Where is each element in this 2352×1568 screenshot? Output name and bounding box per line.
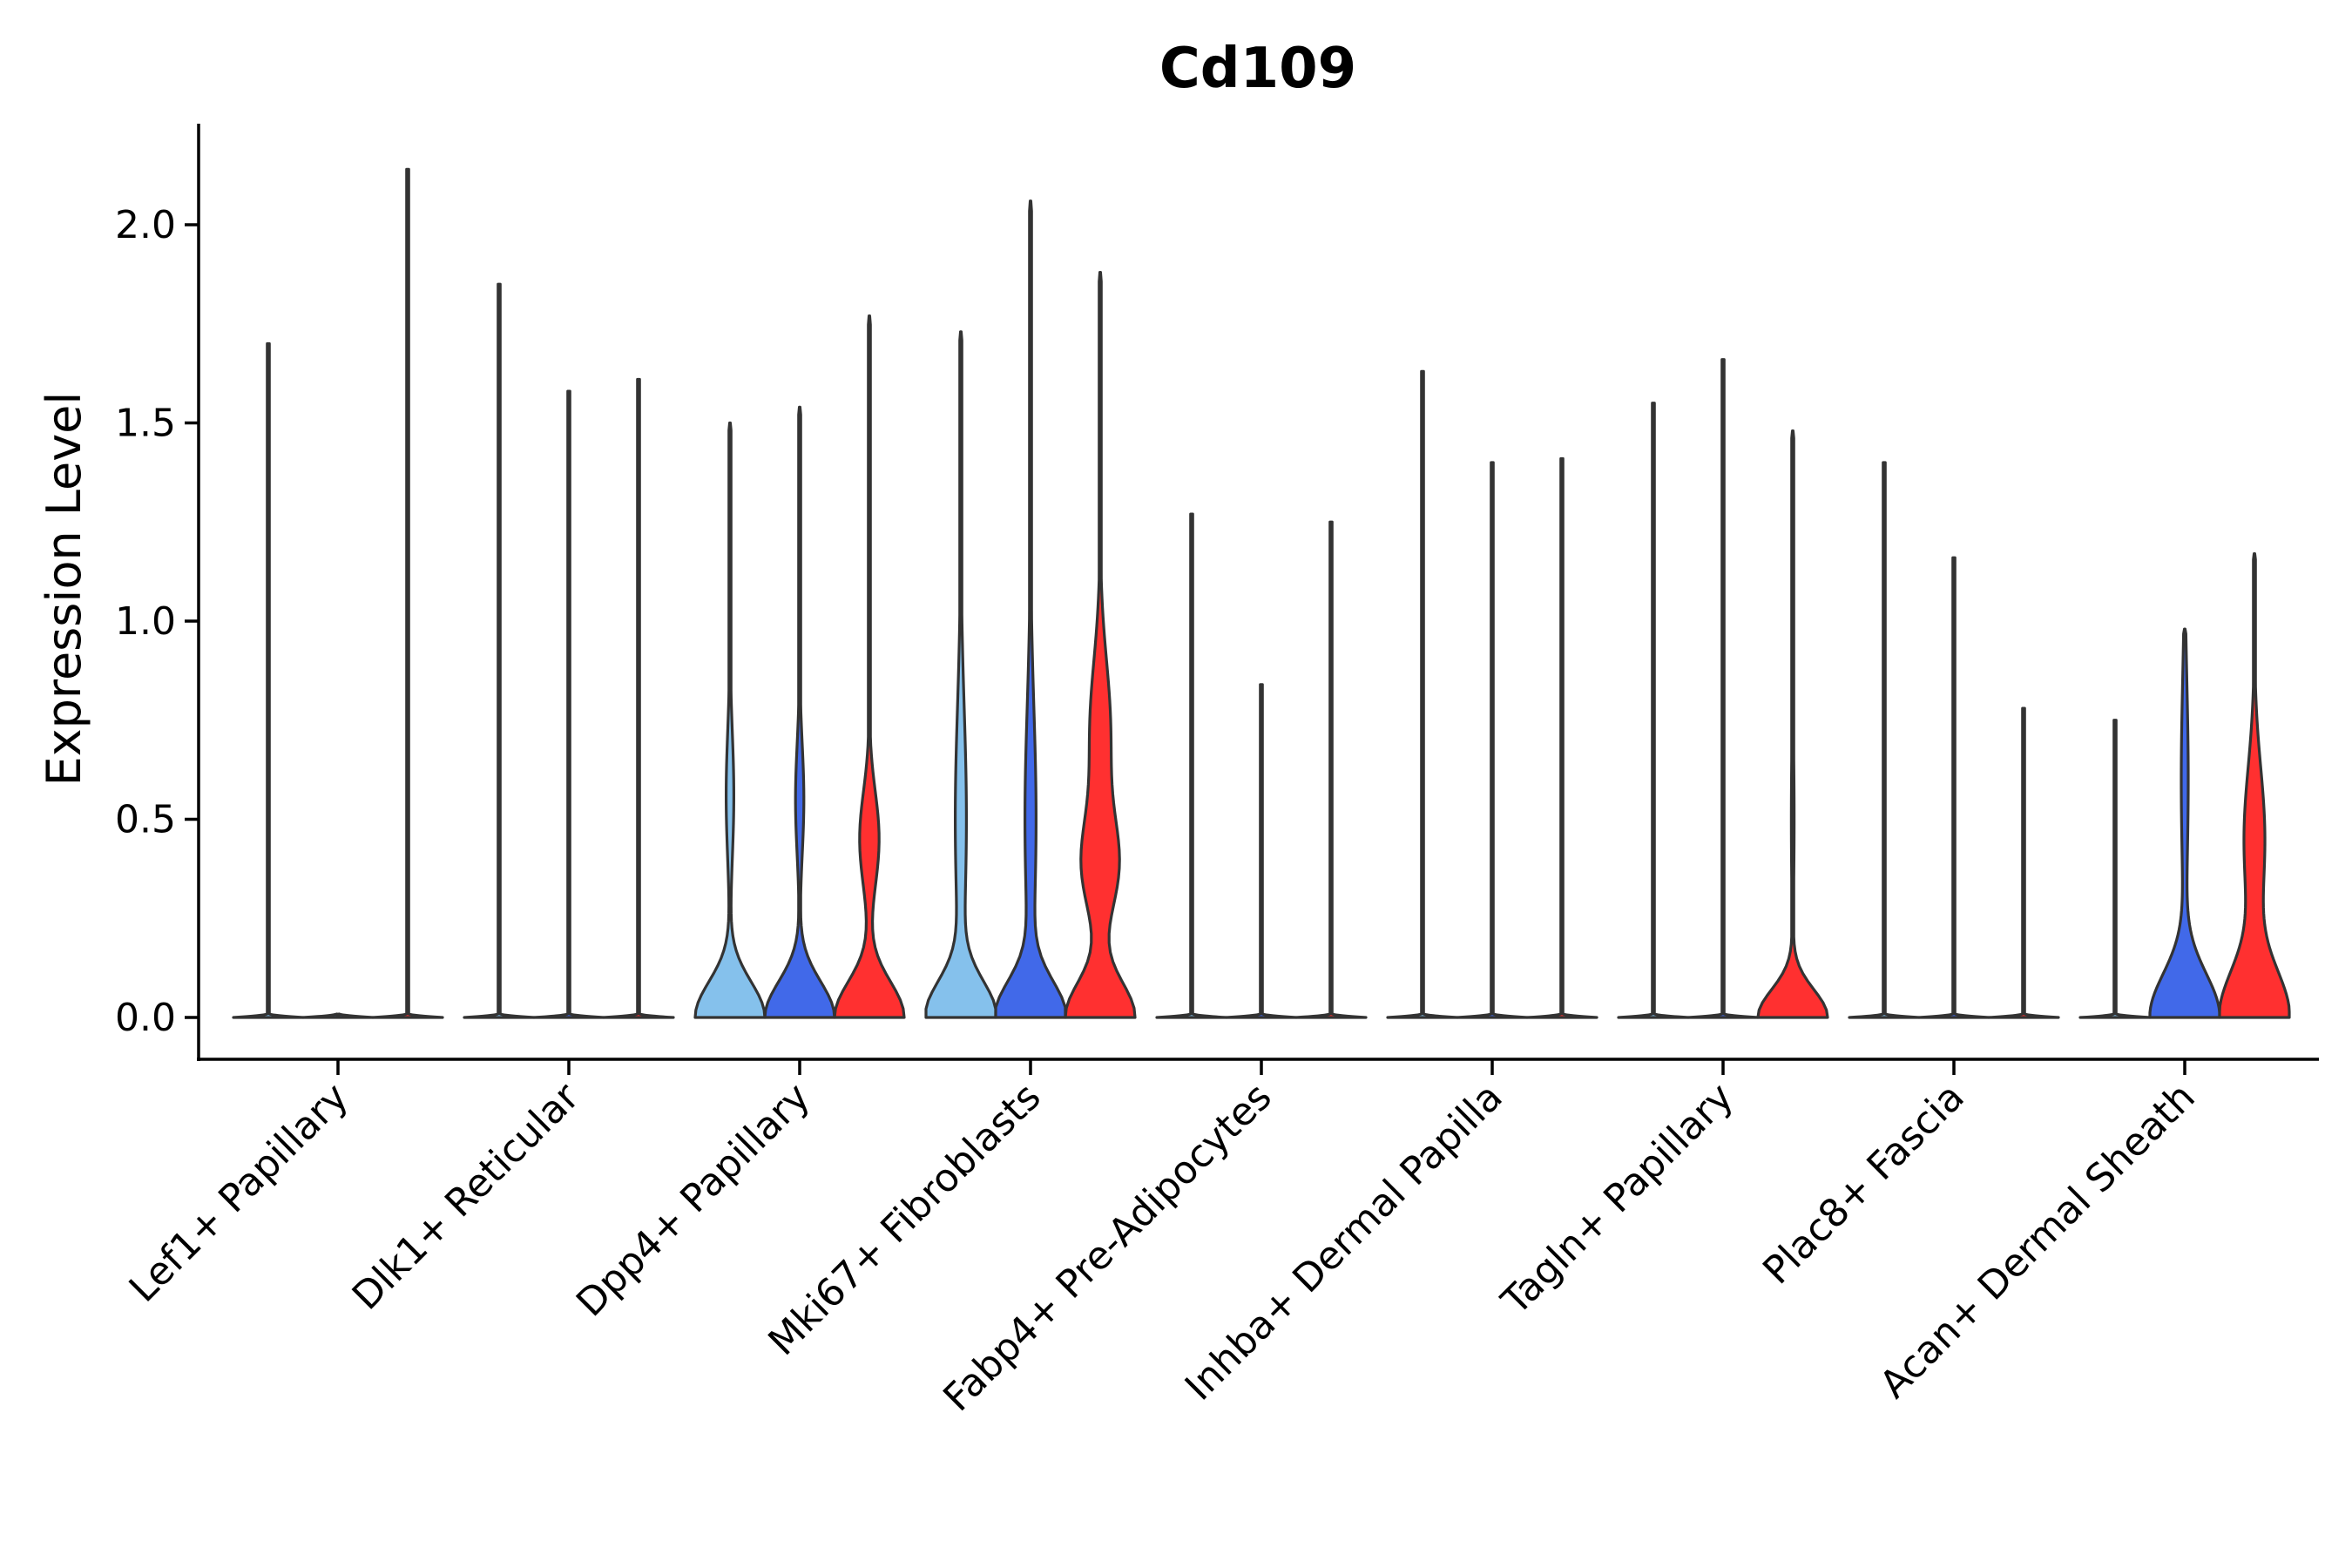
violin-shape [371, 167, 444, 1019]
violin-shape [1987, 706, 2060, 1019]
chart-title: Cd109 [1159, 37, 1356, 101]
violin-shape [833, 314, 906, 1019]
violin-shape [693, 421, 767, 1019]
y-tick-label: 1.5 [115, 402, 176, 446]
x-tick-label: Lef1+ Papillary [121, 1075, 357, 1311]
y-axis-label: Expression Level [37, 392, 91, 787]
violin-shape [1456, 461, 1529, 1019]
violin-shape [1917, 556, 1990, 1019]
violin-shape [232, 341, 305, 1019]
x-tick-label: Plac8+ Fascia [1754, 1075, 1973, 1294]
violin-shape [2078, 719, 2152, 1019]
violin-shape [1686, 358, 1760, 1019]
violin-shape [532, 389, 605, 1019]
y-ticks-layer: 0.0 0.5 1.0 1.5 2.0 [115, 203, 199, 1040]
violin-shape [2148, 627, 2221, 1019]
violin-shape [602, 377, 675, 1019]
violin-shape [924, 330, 997, 1019]
y-tick-label: 0.5 [115, 798, 176, 842]
violin-shape [1294, 520, 1368, 1019]
violin-shape [763, 405, 836, 1019]
violin-shape [1225, 683, 1298, 1019]
violins-layer [232, 167, 2291, 1019]
x-tick-label: Dpp4+ Papillary [568, 1075, 819, 1326]
x-tick-label: Dlk1+ Reticular [344, 1074, 589, 1319]
violin-shape [1525, 456, 1598, 1019]
violin-shape [1386, 369, 1459, 1019]
axes-layer [197, 124, 2319, 1061]
y-tick-label: 1.0 [115, 599, 176, 644]
violin-shape [1848, 461, 1921, 1019]
violin-shape [1155, 512, 1228, 1019]
violin-shape [2218, 552, 2291, 1019]
violin-shape [1617, 402, 1690, 1019]
violin-shape [994, 199, 1067, 1019]
violin-shape [1064, 271, 1137, 1019]
y-tick-label: 2.0 [115, 203, 176, 247]
violin-shape [463, 282, 536, 1019]
x-tick-label: Tagln+ Papillary [1493, 1075, 1742, 1324]
violin-shape [1756, 429, 1829, 1019]
y-tick-label: 0.0 [115, 996, 176, 1040]
violin-shape [301, 1012, 375, 1019]
